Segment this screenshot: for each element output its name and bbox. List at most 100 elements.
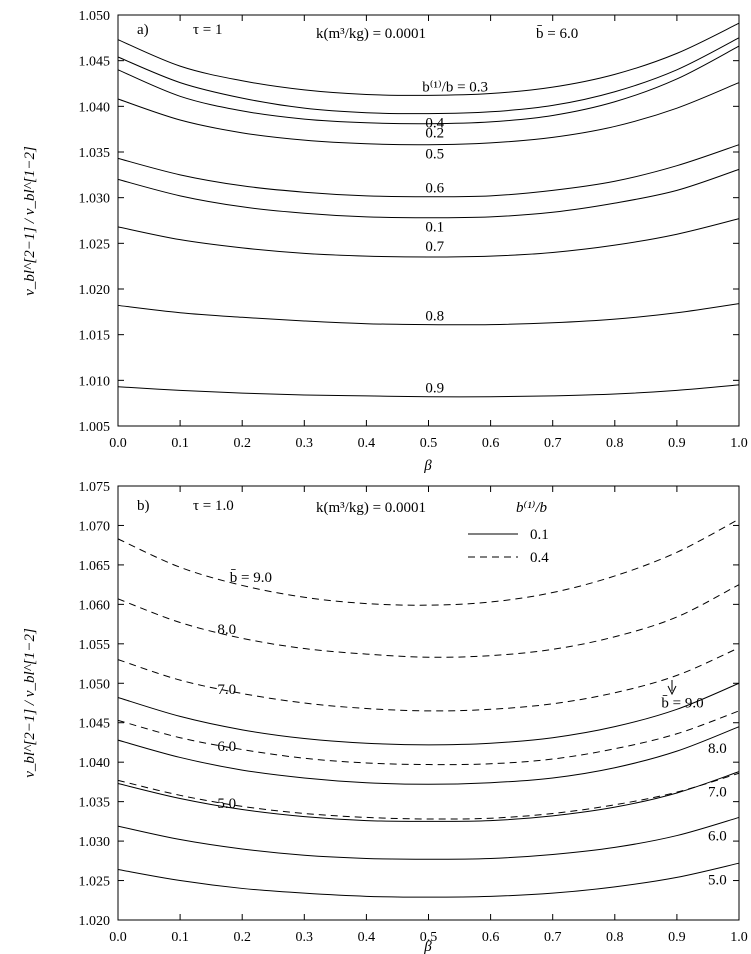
series-line-solid <box>117 726 740 785</box>
curves-a <box>117 22 740 398</box>
curve-label-value: 0.3 <box>469 79 488 95</box>
series-line-solid <box>117 218 740 258</box>
curve-label: 0.8 <box>425 309 444 325</box>
x-tick-label: 0.1 <box>171 436 189 451</box>
k-annotation-a: k(m³/kg) = 0.0001 <box>316 26 426 42</box>
bbar-arrow-head <box>667 685 677 696</box>
series-line-dashed <box>117 584 740 658</box>
panel-a: 1.005 1.010 1.015 1.020 1.025 1.030 1.035 1.040… <box>22 9 748 474</box>
y-tick-label: 1.025 <box>79 237 111 252</box>
y-tick-label: 1.045 <box>79 55 111 70</box>
legend-b: 0.1 0.4 <box>468 527 549 566</box>
x-tick-label: 0.7 <box>544 436 562 451</box>
series-line-solid <box>117 771 740 822</box>
x-tick-label: 0.6 <box>482 436 500 451</box>
y-tick-label: 1.055 <box>79 638 111 653</box>
curve-label: 8.0 <box>708 741 727 757</box>
x-tick-label: 0.1 <box>171 930 189 945</box>
y-tick-label: 1.030 <box>79 835 111 850</box>
x-tick-label: 0.9 <box>668 436 686 451</box>
series-line-solid <box>117 82 740 146</box>
y-tick-label: 1.050 <box>79 677 111 692</box>
bbar-annotation-a: b̄ = 6.0 <box>536 26 578 42</box>
x-tick-label: 0.7 <box>544 930 562 945</box>
x-tick-label: 0.2 <box>233 930 251 945</box>
y-tick-label: 1.035 <box>79 796 111 811</box>
x-axis-label-b: β <box>423 939 432 954</box>
tau-annotation-b: τ = 1.0 <box>193 498 234 514</box>
x-tick-label: 0.4 <box>358 436 376 451</box>
y-tick-label: 1.070 <box>79 519 111 534</box>
series-line-solid <box>117 45 740 125</box>
y-tick-label: 1.015 <box>79 329 111 344</box>
y-tick-label: 1.075 <box>79 480 111 495</box>
curve-label: 5.0 <box>217 796 236 812</box>
y-axis-a: 1.005 1.010 1.015 1.020 1.025 1.030 1.035 1.040… <box>79 9 739 435</box>
series-line-solid <box>117 862 740 898</box>
bbar-arrow-annotation <box>667 680 677 696</box>
y-tick-label: 1.030 <box>79 192 111 207</box>
series-line-dashed <box>117 647 740 712</box>
legend-label-solid: 0.1 <box>530 527 549 543</box>
x-tick-label: 0.3 <box>296 930 314 945</box>
panel-label-a: a) <box>137 22 149 38</box>
curve-label: 0.5 <box>425 147 444 163</box>
series-line-dashed <box>117 710 740 766</box>
x-tick-label: 0.9 <box>668 930 686 945</box>
panel-label-b: b) <box>137 498 150 514</box>
curve-label: 0.1 <box>425 220 444 236</box>
curve-label: 0.2 <box>425 126 444 142</box>
series-line-solid <box>117 22 740 96</box>
x-axis-label-a: β <box>423 458 432 474</box>
curve-label: 6.0 <box>708 828 727 844</box>
y-tick-label: 1.050 <box>79 9 111 24</box>
y-tick-label: 1.040 <box>79 756 111 771</box>
k-annotation-b: k(m³/kg) = 0.0001 <box>316 500 426 516</box>
series-line-solid <box>117 384 740 398</box>
series-line-solid <box>117 168 740 219</box>
series-line-solid <box>117 144 740 198</box>
x-tick-label: 1.0 <box>730 930 748 945</box>
series-line-dashed <box>117 772 740 820</box>
series-line-dashed <box>117 518 740 606</box>
y-tick-label: 1.045 <box>79 717 111 732</box>
y-axis-b: 1.020 1.025 1.030 1.035 1.040 1.045 1.050 1.055… <box>79 480 739 929</box>
panel-b: 1.020 1.025 1.030 1.035 1.040 1.045 1.050 1.055… <box>22 480 748 954</box>
series-line-solid <box>117 816 740 860</box>
y-axis-label-a: v_bl^[2−1] / v_bl^[1−2] <box>22 146 38 296</box>
tau-annotation-a: τ = 1 <box>193 22 223 38</box>
x-tick-label: 0.6 <box>482 930 500 945</box>
curve-label: 0.7 <box>425 239 444 255</box>
x-tick-label: 0.5 <box>420 930 438 945</box>
curve-labels-b: b̄ = 9.0 8.0 7.0 6.0 5.0 b̄ = 9.0 8.0 7.0 6.0 5.0 <box>217 569 726 888</box>
x-axis-b: 0.0 0.1 0.2 0.3 0.4 0.5 0.6 0.7 0.8 0.9 1.0 <box>109 486 748 945</box>
x-tick-label: 0.0 <box>109 930 127 945</box>
series-line-solid <box>117 682 740 746</box>
curve-label: 7.0 <box>217 682 236 698</box>
y-tick-label: 1.035 <box>79 146 111 161</box>
curve-label: b̄ = 9.0 <box>230 569 272 585</box>
y-tick-label: 1.020 <box>79 914 111 929</box>
curve-label: 7.0 <box>708 784 727 800</box>
x-tick-label: 0.2 <box>233 436 251 451</box>
y-tick-label: 1.005 <box>79 420 111 435</box>
y-tick-label: 1.010 <box>79 374 111 389</box>
curve-label: 0.9 <box>425 381 444 397</box>
curves-b <box>117 518 740 898</box>
y-tick-label: 1.065 <box>79 559 111 574</box>
series-line-solid <box>117 303 740 326</box>
series-line-solid <box>117 37 740 115</box>
legend-label-dashed: 0.4 <box>530 550 549 566</box>
curve-label: 8.0 <box>217 622 236 638</box>
curve-label: b⁽¹⁾/b = 0.3 <box>422 78 488 95</box>
x-tick-label: 0.8 <box>606 436 624 451</box>
y-tick-label: 1.020 <box>79 283 111 298</box>
curve-label: 6.0 <box>217 739 236 755</box>
x-tick-label: 1.0 <box>730 436 748 451</box>
x-tick-label: 0.4 <box>358 930 376 945</box>
curve-label: 0.4 <box>425 116 444 132</box>
curve-label: b̄ = 9.0 <box>661 695 703 711</box>
y-tick-label: 1.060 <box>79 598 111 613</box>
y-axis-label-b: v_bl^[2−1] / v_bl^[1−2] <box>22 628 38 778</box>
